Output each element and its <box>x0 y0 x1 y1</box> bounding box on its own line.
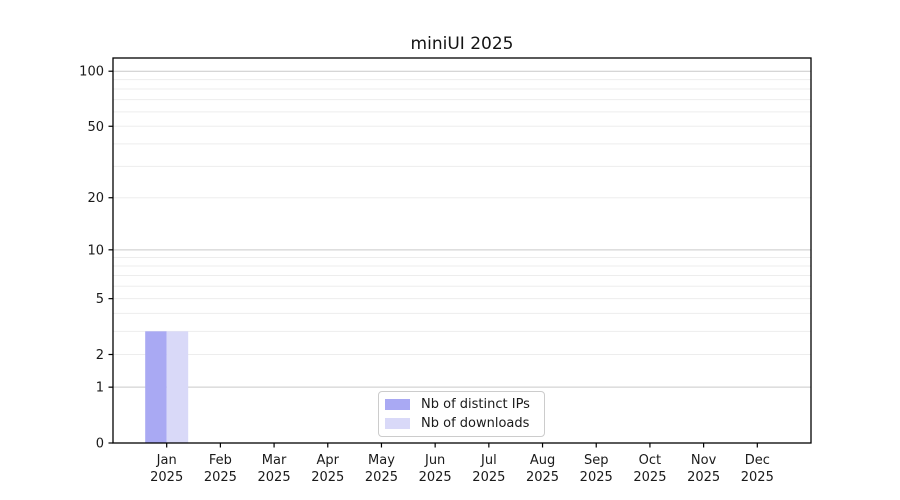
legend-label-distinct-ips: Nb of distinct IPs <box>421 397 530 412</box>
legend-label-downloads: Nb of downloads <box>421 416 530 431</box>
y-tick-label: 0 <box>96 437 104 452</box>
legend-swatch-distinct-ips-icon <box>385 399 410 410</box>
x-tick-label: Apr 2025 <box>311 453 344 485</box>
y-tick-label: 10 <box>87 243 104 258</box>
y-tick-label: 20 <box>87 191 104 206</box>
y-tick-label: 1 <box>96 381 104 396</box>
x-tick-label: Mar 2025 <box>258 453 291 485</box>
legend: Nb of distinct IPs Nb of downloads <box>378 391 545 437</box>
x-tick-label: Jun 2025 <box>419 453 452 485</box>
y-tick-label: 5 <box>96 292 104 307</box>
y-tick-label: 50 <box>87 120 104 135</box>
x-tick-label: Sep 2025 <box>580 453 613 485</box>
bar <box>166 331 189 443</box>
legend-item-downloads: Nb of downloads <box>385 416 544 431</box>
x-tick-label: Oct 2025 <box>633 453 666 485</box>
chart-title: miniUI 2025 <box>410 34 514 54</box>
y-tick-label: 2 <box>96 348 104 363</box>
x-tick-label: Jan 2025 <box>150 453 183 485</box>
legend-item-distinct-ips: Nb of distinct IPs <box>385 397 544 412</box>
x-tick-label: Nov 2025 <box>687 453 720 485</box>
legend-swatch-downloads-icon <box>385 418 410 429</box>
x-tick-label: Jul 2025 <box>472 453 505 485</box>
x-tick-label: Dec 2025 <box>741 453 774 485</box>
x-tick-label: May 2025 <box>365 453 398 485</box>
x-tick-label: Aug 2025 <box>526 453 559 485</box>
y-tick-label: 100 <box>79 65 104 80</box>
bar <box>145 331 167 443</box>
plot-border <box>112 57 812 444</box>
x-tick-label: Feb 2025 <box>204 453 237 485</box>
